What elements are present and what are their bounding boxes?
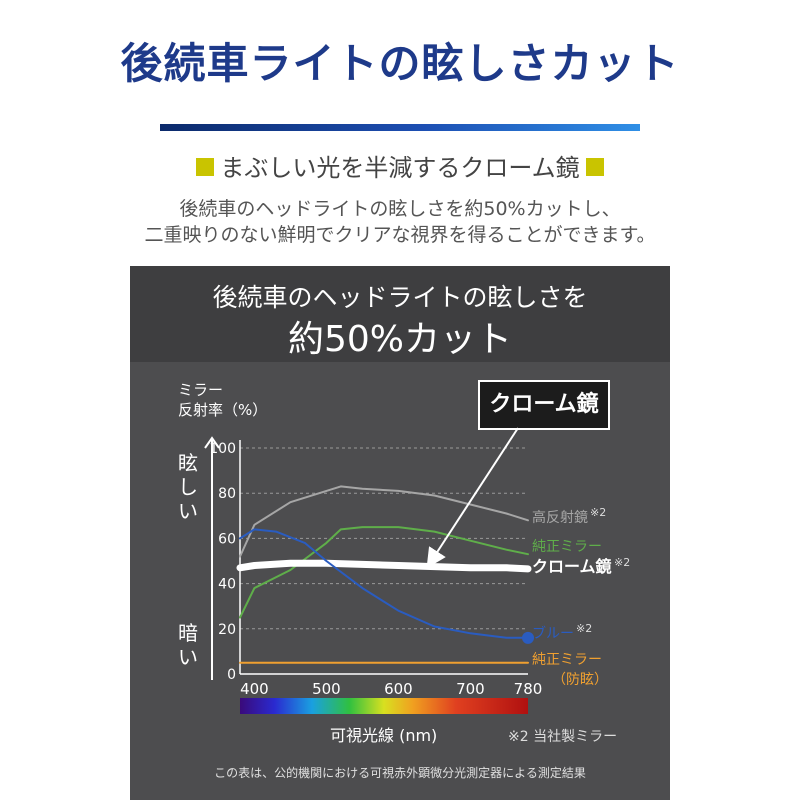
- panel-heading-line2: 約50%カット: [287, 319, 513, 360]
- measurement-footnote: この表は、公的機関における可視赤外顕微分光測定器による測定結果: [214, 766, 586, 780]
- maker-note: ※2 当社製ミラー: [508, 729, 618, 745]
- description: 後続車のヘッドライトの眩しさを約50%カットし、 二重映りのない鮮明でクリアな視…: [0, 196, 800, 248]
- subtitle-text: まぶしい光を半減するクローム鏡: [220, 154, 580, 182]
- page-title: 後続車ライトの眩しさカット: [120, 39, 680, 88]
- y-axis-label: ミラー 反射率（%）: [178, 380, 267, 420]
- y-axis-label-line2: 反射率（%）: [178, 401, 268, 419]
- bullet-square-right: [585, 158, 604, 176]
- bullet-square-left: [196, 158, 215, 176]
- chrome-mirror-callout: クローム鏡: [478, 380, 610, 430]
- title-underline: [160, 124, 640, 131]
- x-axis-label: 可視光線 (nm): [330, 726, 438, 745]
- panel-heading: 後続車のヘッドライトの眩しさを 約50%カット: [130, 266, 670, 362]
- subtitle: まぶしい光を半減するクローム鏡: [0, 148, 800, 183]
- description-line2: 二重映りのない鮮明でクリアな視界を得ることができます。: [144, 224, 656, 246]
- chart-panel: 後続車のヘッドライトの眩しさを 約50%カット: [130, 266, 670, 800]
- description-line1: 後続車のヘッドライトの眩しさを約50%カットし、: [179, 198, 621, 220]
- panel-heading-line1: 後続車のヘッドライトの眩しさを: [212, 283, 588, 312]
- y-axis-label-line1: ミラー: [178, 381, 224, 399]
